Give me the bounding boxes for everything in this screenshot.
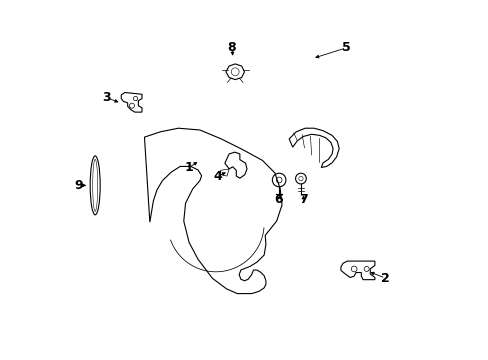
Text: 4: 4 [213,170,222,183]
Text: 7: 7 [299,193,307,206]
Text: 3: 3 [102,91,111,104]
Text: 1: 1 [184,161,193,174]
Text: 5: 5 [341,41,350,54]
Text: 6: 6 [274,193,282,206]
Text: 9: 9 [74,179,82,192]
Text: 8: 8 [227,41,236,54]
Text: 2: 2 [381,272,389,285]
